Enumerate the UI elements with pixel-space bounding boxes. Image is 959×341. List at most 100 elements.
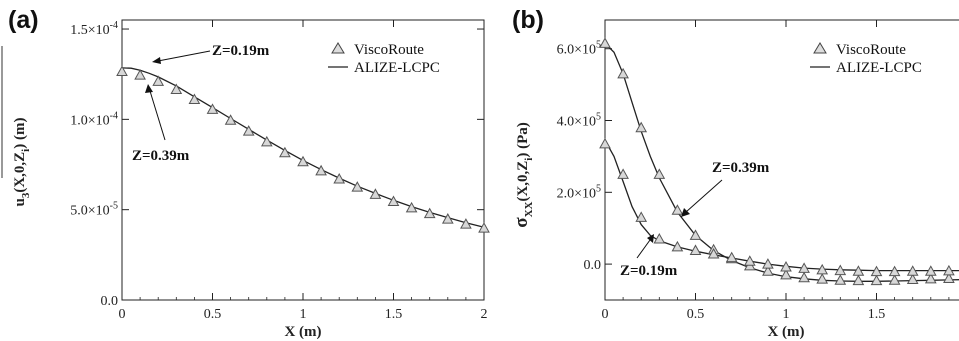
data-point bbox=[762, 258, 774, 269]
data-point bbox=[333, 172, 346, 184]
panel-a: (a) 0 0.5 1 1.5 2 0.0 5.0×10-5 1.0×10-4 1.5×10-… bbox=[8, 6, 490, 340]
y-tick-label: 2.0×105 bbox=[557, 183, 601, 201]
data-point bbox=[279, 146, 291, 158]
data-point bbox=[351, 181, 364, 192]
y-tick-label: 5.0×10-5 bbox=[70, 201, 118, 219]
data-point bbox=[423, 207, 436, 219]
x-tick-label: 1 bbox=[300, 307, 307, 322]
panel-a-arrowhead-z019 bbox=[152, 57, 161, 64]
panel-b-annotation-z039: Z=0.39m bbox=[712, 160, 770, 176]
x-tick-label: 2 bbox=[481, 307, 488, 322]
data-point bbox=[206, 103, 219, 114]
data-point bbox=[725, 251, 738, 263]
data-point bbox=[852, 265, 865, 276]
data-point bbox=[924, 265, 937, 276]
data-point bbox=[599, 137, 611, 149]
data-point bbox=[635, 211, 648, 222]
panel-b-legend-markers-label: ViscoRoute bbox=[836, 42, 906, 58]
panel-b-annotation-z019: Z=0.19m bbox=[620, 263, 678, 279]
data-point bbox=[188, 93, 201, 104]
panel-b-label: (b) bbox=[512, 6, 544, 34]
data-point bbox=[906, 265, 919, 276]
data-point bbox=[943, 272, 955, 283]
data-point bbox=[441, 213, 454, 224]
data-point bbox=[870, 265, 883, 277]
panel-a-arrow-z019 bbox=[157, 50, 211, 62]
panel-b-arrowhead-z019 bbox=[647, 234, 654, 243]
data-point bbox=[816, 263, 829, 275]
panel-b-x-axis-label: X (m) bbox=[767, 324, 804, 340]
data-point bbox=[242, 125, 255, 136]
panel-b-lines bbox=[604, 42, 959, 282]
panel-a-annotations: Z=0.19m Z=0.39m bbox=[132, 43, 270, 164]
y-tick-label: 4.0×105 bbox=[557, 112, 601, 130]
panel-a-arrow-z039 bbox=[149, 90, 166, 141]
x-tick-label: 0.5 bbox=[204, 307, 222, 322]
panel-a-annotation-z039: Z=0.39m bbox=[132, 148, 190, 164]
data-point bbox=[762, 265, 774, 276]
panel-b-legend: ViscoRoute ALIZE-LCPC bbox=[806, 38, 956, 78]
panel-b-arrow-z019 bbox=[636, 239, 651, 259]
panel-b-legend-box bbox=[806, 38, 956, 78]
y-tick-label: 0.0 bbox=[101, 294, 119, 309]
panel-b-legend-line-label: ALIZE-LCPC bbox=[836, 60, 922, 76]
panel-b-arrow-z039 bbox=[685, 179, 723, 213]
data-point bbox=[460, 218, 472, 229]
data-point bbox=[134, 69, 146, 80]
y-tick-label: 1.0×10-4 bbox=[70, 110, 118, 128]
data-point bbox=[834, 264, 847, 276]
data-point bbox=[671, 204, 684, 215]
panel-a-x-ticks: 0 0.5 1 1.5 2 bbox=[119, 20, 488, 322]
data-point bbox=[689, 244, 702, 255]
data-point bbox=[816, 273, 829, 284]
data-point bbox=[617, 168, 629, 179]
data-point bbox=[297, 155, 309, 167]
data-point bbox=[387, 195, 400, 207]
panel-a-annotation-z019: Z=0.19m bbox=[212, 43, 270, 59]
x-tick-label: 0 bbox=[119, 307, 126, 322]
panel-b-x-ticks: 00.511.52 bbox=[602, 20, 950, 322]
data-point bbox=[924, 272, 937, 284]
data-point bbox=[888, 274, 901, 285]
panel-b-arrowhead-z039 bbox=[681, 208, 690, 217]
x-tick-label: 1 bbox=[783, 307, 790, 322]
panel-b-y-axis-label: σXX(X,0,Zi) (Pa) bbox=[511, 122, 535, 228]
y-tick-label: 0.0 bbox=[584, 258, 602, 273]
data-point bbox=[780, 260, 792, 272]
data-point bbox=[780, 268, 792, 280]
panel-a-label: (a) bbox=[8, 6, 39, 34]
data-point bbox=[315, 164, 327, 176]
panel-a-y-axis-label: u3(X,0,Zi) (m) bbox=[12, 118, 32, 207]
panel-a-markers bbox=[116, 65, 490, 233]
series-line bbox=[604, 139, 959, 272]
data-point bbox=[834, 274, 847, 285]
data-point bbox=[906, 273, 919, 285]
data-point bbox=[617, 67, 629, 79]
data-point bbox=[635, 121, 648, 133]
y-tick-label: 1.5×10-4 bbox=[70, 20, 118, 38]
panel-a-legend-line-label: ALIZE-LCPC bbox=[354, 60, 440, 76]
y-tick-label: 6.0×105 bbox=[557, 40, 601, 58]
panel-b-y-ticks: 0.0 2.0×105 4.0×105 6.0×105 bbox=[557, 40, 612, 273]
panel-a-arrowhead-z039 bbox=[145, 84, 153, 93]
data-point bbox=[170, 83, 183, 95]
series-line bbox=[604, 42, 959, 282]
data-point bbox=[707, 248, 720, 259]
data-point bbox=[653, 232, 666, 244]
data-point bbox=[798, 271, 810, 283]
data-point bbox=[369, 188, 382, 199]
data-point bbox=[943, 264, 955, 276]
data-point bbox=[798, 262, 810, 273]
data-point bbox=[478, 222, 490, 233]
data-point bbox=[599, 37, 611, 48]
panel-a-legend-markers-label: ViscoRoute bbox=[354, 42, 424, 58]
data-point bbox=[224, 114, 237, 125]
x-tick-label: 0 bbox=[602, 307, 609, 322]
data-point bbox=[870, 274, 883, 286]
x-tick-label: 1.5 bbox=[385, 307, 403, 322]
data-point bbox=[689, 229, 702, 240]
x-tick-label: 0.5 bbox=[687, 307, 705, 322]
panel-a-x-axis-label: X (m) bbox=[284, 324, 321, 340]
